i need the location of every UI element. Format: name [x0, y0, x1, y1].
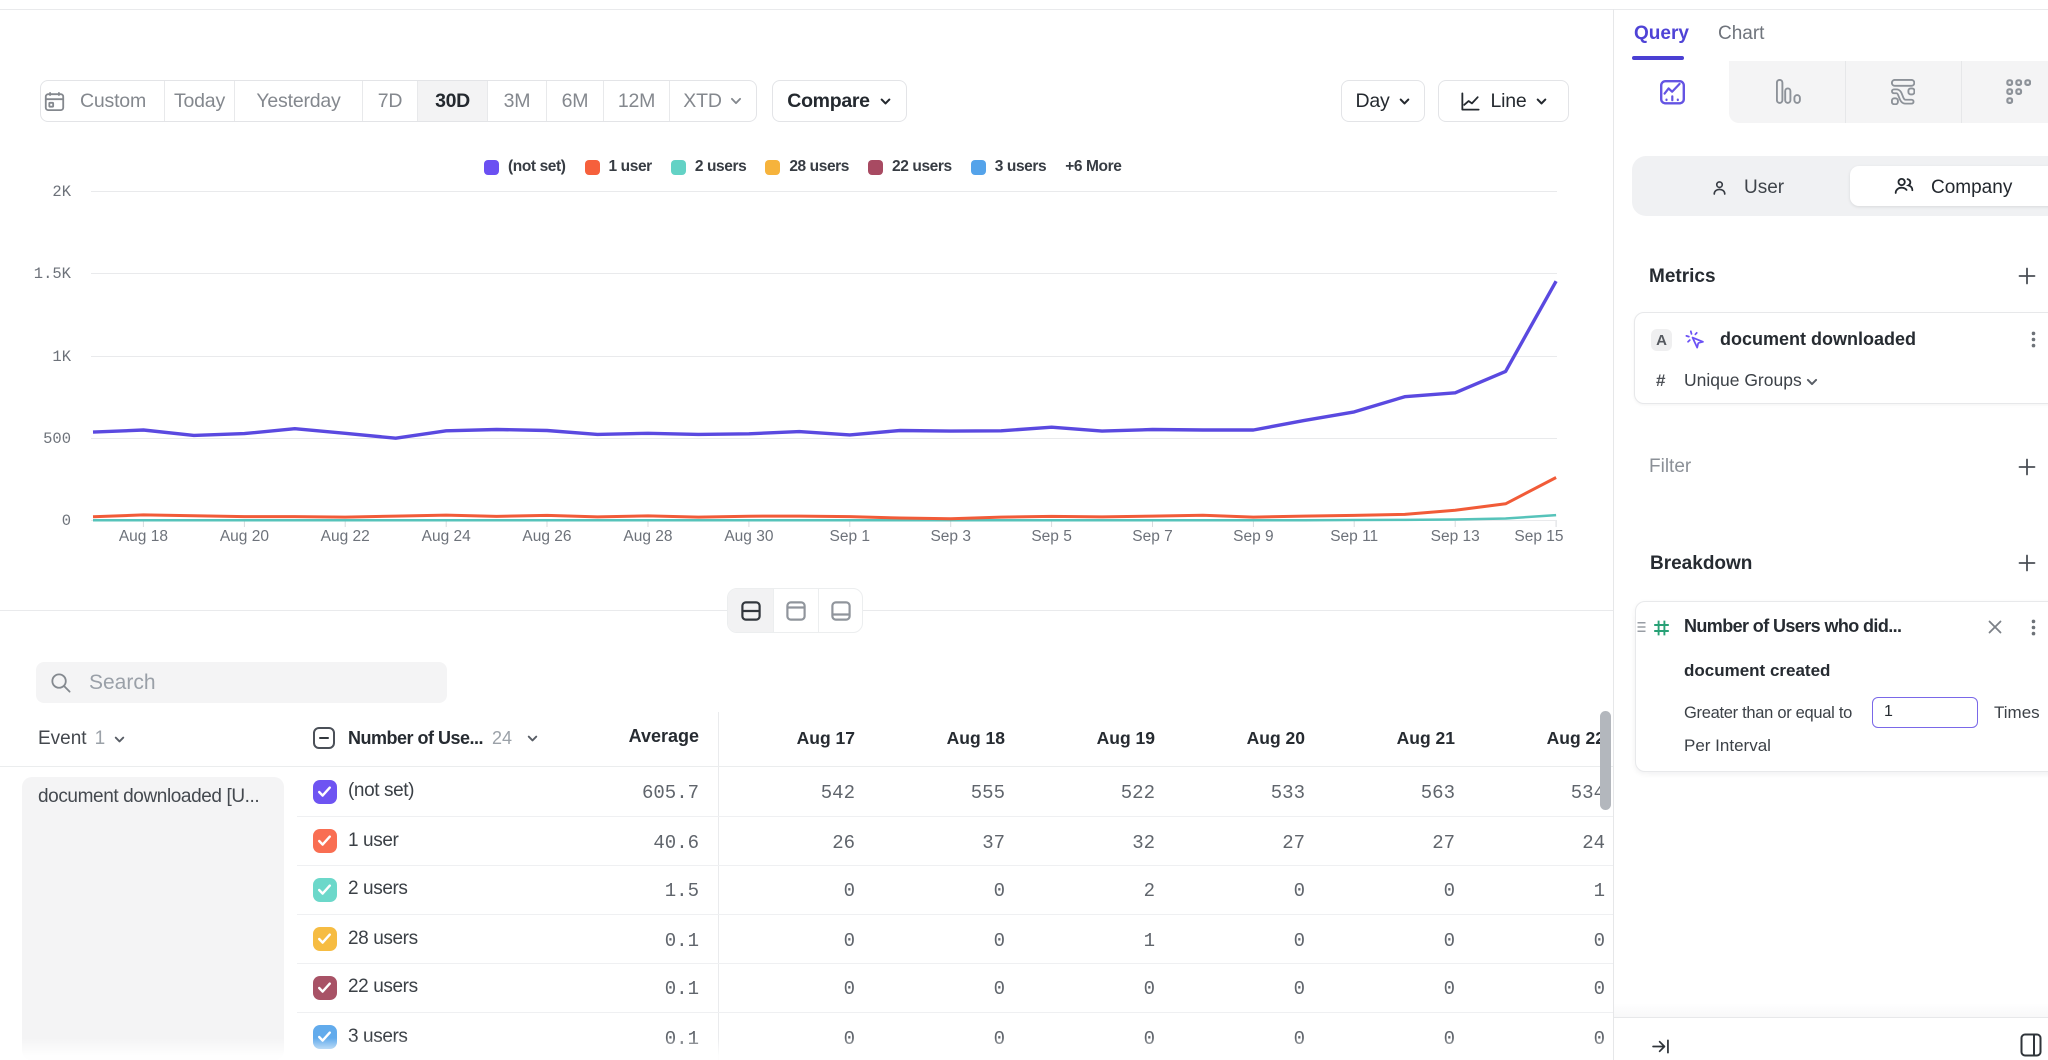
- svg-text:Sep 11: Sep 11: [1330, 528, 1378, 545]
- svg-text:2K: 2K: [52, 183, 71, 201]
- svg-text:Sep 5: Sep 5: [1031, 528, 1072, 545]
- svg-text:Aug 18: Aug 18: [119, 528, 168, 545]
- svg-text:Sep 1: Sep 1: [830, 528, 871, 545]
- svg-text:Sep 3: Sep 3: [930, 528, 971, 545]
- svg-text:Sep 7: Sep 7: [1132, 528, 1173, 545]
- svg-text:0: 0: [62, 512, 71, 530]
- svg-text:1.5K: 1.5K: [34, 265, 72, 283]
- svg-text:Sep 15: Sep 15: [1514, 528, 1563, 545]
- svg-text:Aug 28: Aug 28: [623, 528, 672, 545]
- svg-text:Aug 20: Aug 20: [220, 528, 270, 545]
- svg-text:Aug 22: Aug 22: [321, 528, 370, 545]
- svg-text:500: 500: [43, 430, 71, 448]
- svg-text:Sep 13: Sep 13: [1431, 528, 1480, 545]
- svg-text:Aug 24: Aug 24: [422, 528, 472, 545]
- svg-text:1K: 1K: [52, 348, 71, 366]
- svg-text:Aug 30: Aug 30: [724, 528, 774, 545]
- svg-text:Aug 26: Aug 26: [522, 528, 571, 545]
- svg-text:Sep 9: Sep 9: [1233, 528, 1274, 545]
